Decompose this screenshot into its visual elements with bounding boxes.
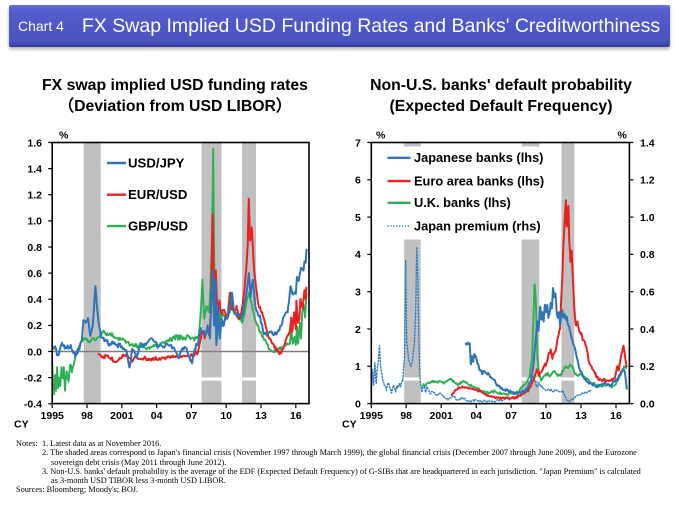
svg-text:1.4: 1.4 bbox=[27, 163, 42, 175]
svg-text:0.2: 0.2 bbox=[27, 320, 42, 332]
svg-text:0.0: 0.0 bbox=[640, 398, 655, 410]
svg-text:1.2: 1.2 bbox=[640, 175, 655, 187]
svg-text:0.4: 0.4 bbox=[27, 294, 42, 306]
svg-text:%: % bbox=[618, 130, 628, 142]
svg-text:GBP/USD: GBP/USD bbox=[128, 219, 188, 234]
svg-text:EUR/USD: EUR/USD bbox=[128, 187, 187, 202]
svg-text:1.2: 1.2 bbox=[27, 190, 42, 202]
svg-text:0.6: 0.6 bbox=[640, 287, 655, 299]
svg-text:%: % bbox=[59, 130, 69, 142]
svg-text:07: 07 bbox=[505, 410, 517, 422]
svg-text:0.8: 0.8 bbox=[27, 242, 42, 254]
svg-text:1995: 1995 bbox=[360, 410, 384, 422]
svg-text:1.4: 1.4 bbox=[640, 137, 655, 149]
svg-text:5: 5 bbox=[355, 212, 361, 224]
svg-text:98: 98 bbox=[81, 410, 93, 422]
svg-text:1.0: 1.0 bbox=[27, 216, 42, 228]
svg-text:1995: 1995 bbox=[41, 410, 65, 422]
svg-text:16: 16 bbox=[290, 410, 302, 422]
svg-text:0: 0 bbox=[355, 398, 361, 410]
svg-text:04: 04 bbox=[151, 410, 163, 422]
svg-text:1: 1 bbox=[355, 361, 361, 373]
svg-text:13: 13 bbox=[255, 410, 267, 422]
svg-text:16: 16 bbox=[610, 410, 622, 422]
svg-text:13: 13 bbox=[575, 410, 587, 422]
svg-text:0.6: 0.6 bbox=[27, 268, 42, 280]
svg-text:3: 3 bbox=[355, 287, 361, 299]
svg-text:6: 6 bbox=[355, 175, 361, 187]
svg-text:0.2: 0.2 bbox=[640, 361, 655, 373]
svg-text:07: 07 bbox=[186, 410, 198, 422]
svg-text:98: 98 bbox=[400, 410, 412, 422]
svg-text:Japan premium (rhs): Japan premium (rhs) bbox=[414, 218, 541, 233]
svg-text:%: % bbox=[376, 130, 386, 142]
svg-text:1.0: 1.0 bbox=[640, 212, 655, 224]
svg-text:-0.2: -0.2 bbox=[24, 372, 42, 384]
svg-text:0.0: 0.0 bbox=[27, 346, 42, 358]
svg-text:Euro area banks (lhs): Euro area banks (lhs) bbox=[414, 173, 544, 188]
svg-text:-0.4: -0.4 bbox=[24, 399, 42, 411]
svg-text:U.K. banks (lhs): U.K. banks (lhs) bbox=[414, 195, 511, 210]
svg-text:CY: CY bbox=[342, 419, 357, 431]
svg-text:10: 10 bbox=[540, 410, 552, 422]
svg-text:0.8: 0.8 bbox=[640, 249, 655, 261]
svg-text:Japanese banks (lhs): Japanese banks (lhs) bbox=[414, 150, 543, 165]
svg-text:CY: CY bbox=[14, 419, 29, 431]
svg-text:0.4: 0.4 bbox=[640, 324, 655, 336]
svg-text:1.6: 1.6 bbox=[27, 137, 42, 149]
svg-text:USD/JPY: USD/JPY bbox=[128, 156, 185, 171]
svg-text:2001: 2001 bbox=[110, 410, 134, 422]
svg-text:10: 10 bbox=[220, 410, 232, 422]
svg-text:04: 04 bbox=[470, 410, 482, 422]
svg-text:7: 7 bbox=[355, 137, 361, 149]
svg-text:4: 4 bbox=[355, 249, 361, 261]
svg-text:2001: 2001 bbox=[430, 410, 454, 422]
svg-text:2: 2 bbox=[355, 324, 361, 336]
